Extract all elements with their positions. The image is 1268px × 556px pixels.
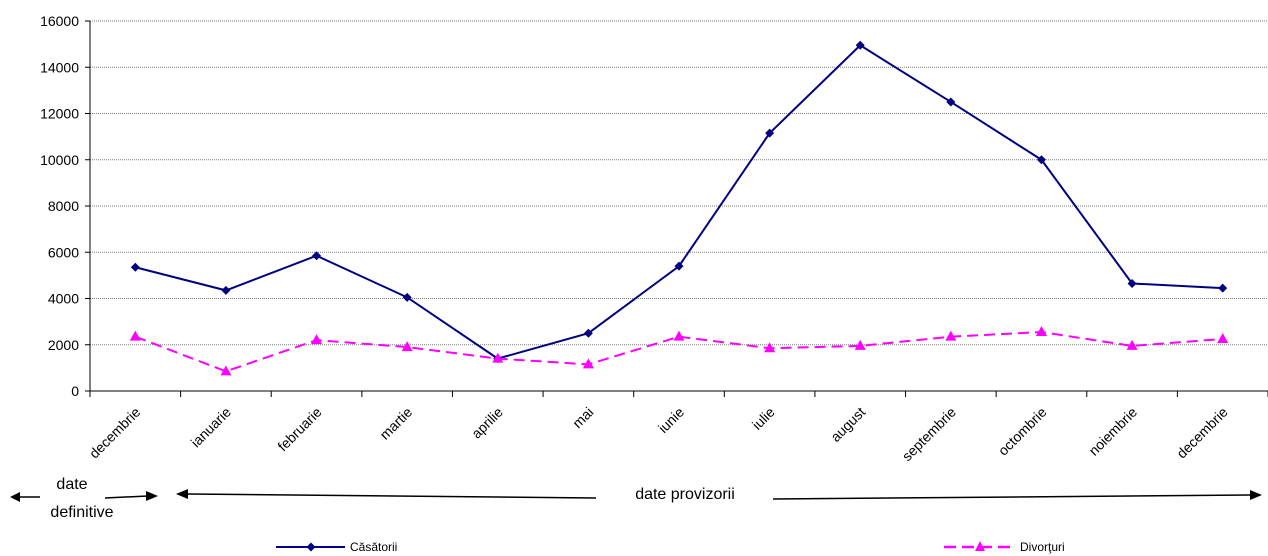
series-casatorii	[130, 40, 1228, 364]
x-tick-label: septembrie	[899, 404, 959, 464]
x-tick-label: iulie	[749, 404, 778, 433]
annotation-provisional: date provizorii	[635, 486, 735, 503]
x-tick-label: noiembrie	[1085, 404, 1140, 459]
data-point	[402, 292, 412, 302]
data-point	[855, 40, 865, 50]
data-point	[1126, 339, 1138, 350]
data-point	[582, 358, 594, 369]
x-tick-label: aprilie	[468, 404, 506, 442]
y-tick-label: 10000	[40, 152, 79, 168]
data-point	[130, 262, 140, 272]
x-tick-label: decembrie	[86, 404, 144, 462]
data-point	[1036, 155, 1046, 165]
series-divorturi	[129, 326, 1229, 376]
legend-label-divorturi: Divorţuri	[1020, 540, 1065, 554]
arrow-provisional-right	[772, 490, 1262, 500]
y-tick-label: 0	[71, 383, 79, 399]
legend-label-casatorii: Căsătorii	[350, 540, 397, 554]
data-point	[492, 352, 504, 363]
y-tick-label: 2000	[48, 337, 79, 353]
annotations: date definitive date provizorii	[10, 476, 1262, 521]
data-point	[674, 261, 684, 271]
x-tick-label: decembrie	[1173, 404, 1231, 462]
x-tick-label: august	[827, 404, 868, 445]
annotation-definitive-line2: definitive	[50, 504, 113, 521]
arrow-definitive-left	[10, 492, 40, 502]
y-tick-labels: 0 2000 4000 6000 8000 10000 12000 14000 16000	[40, 13, 79, 399]
data-point	[765, 128, 775, 138]
y-tick-label: 12000	[40, 106, 79, 122]
data-point	[1127, 278, 1137, 288]
legend: Căsătorii Divorţuri	[276, 540, 1065, 554]
data-point	[583, 328, 593, 338]
annotation-definitive-line1: date	[56, 476, 87, 493]
x-tick-label: ianuarie	[187, 404, 234, 451]
data-point	[220, 365, 232, 376]
series-line	[135, 44, 1223, 360]
data-point	[129, 330, 141, 341]
data-point	[311, 334, 323, 345]
grid	[90, 20, 1268, 346]
legend-item-divorturi: Divorţuri	[944, 540, 1065, 554]
legend-item-casatorii: Căsătorii	[276, 540, 397, 554]
data-point	[401, 341, 413, 352]
x-tick-label: februarie	[274, 404, 325, 455]
data-point	[1217, 332, 1229, 343]
data-point	[312, 251, 322, 261]
data-point	[946, 97, 956, 107]
y-tick-label: 14000	[40, 59, 79, 75]
data-point	[1218, 283, 1228, 293]
data-point	[764, 342, 776, 353]
arrow-definitive-right	[104, 491, 158, 501]
y-tick-label: 6000	[48, 244, 79, 260]
x-tick-label: octombrie	[995, 404, 1050, 459]
data-point	[221, 285, 231, 295]
x-tick-label: iunie	[655, 404, 687, 436]
data-point	[945, 330, 957, 341]
y-tick-label: 4000	[48, 291, 79, 307]
axes	[85, 20, 1268, 397]
arrow-provisional-left	[176, 489, 597, 499]
y-tick-label: 16000	[40, 13, 79, 29]
y-tick-label: 8000	[48, 198, 79, 214]
series-layer	[129, 40, 1229, 376]
x-tick-label: martie	[376, 404, 415, 443]
data-point	[673, 330, 685, 341]
x-tick-labels: decembrie ianuarie februarie martie aprilie m…	[86, 404, 1231, 464]
data-point	[1035, 326, 1047, 337]
x-tick-label: mai	[569, 404, 596, 431]
data-point	[854, 339, 866, 350]
